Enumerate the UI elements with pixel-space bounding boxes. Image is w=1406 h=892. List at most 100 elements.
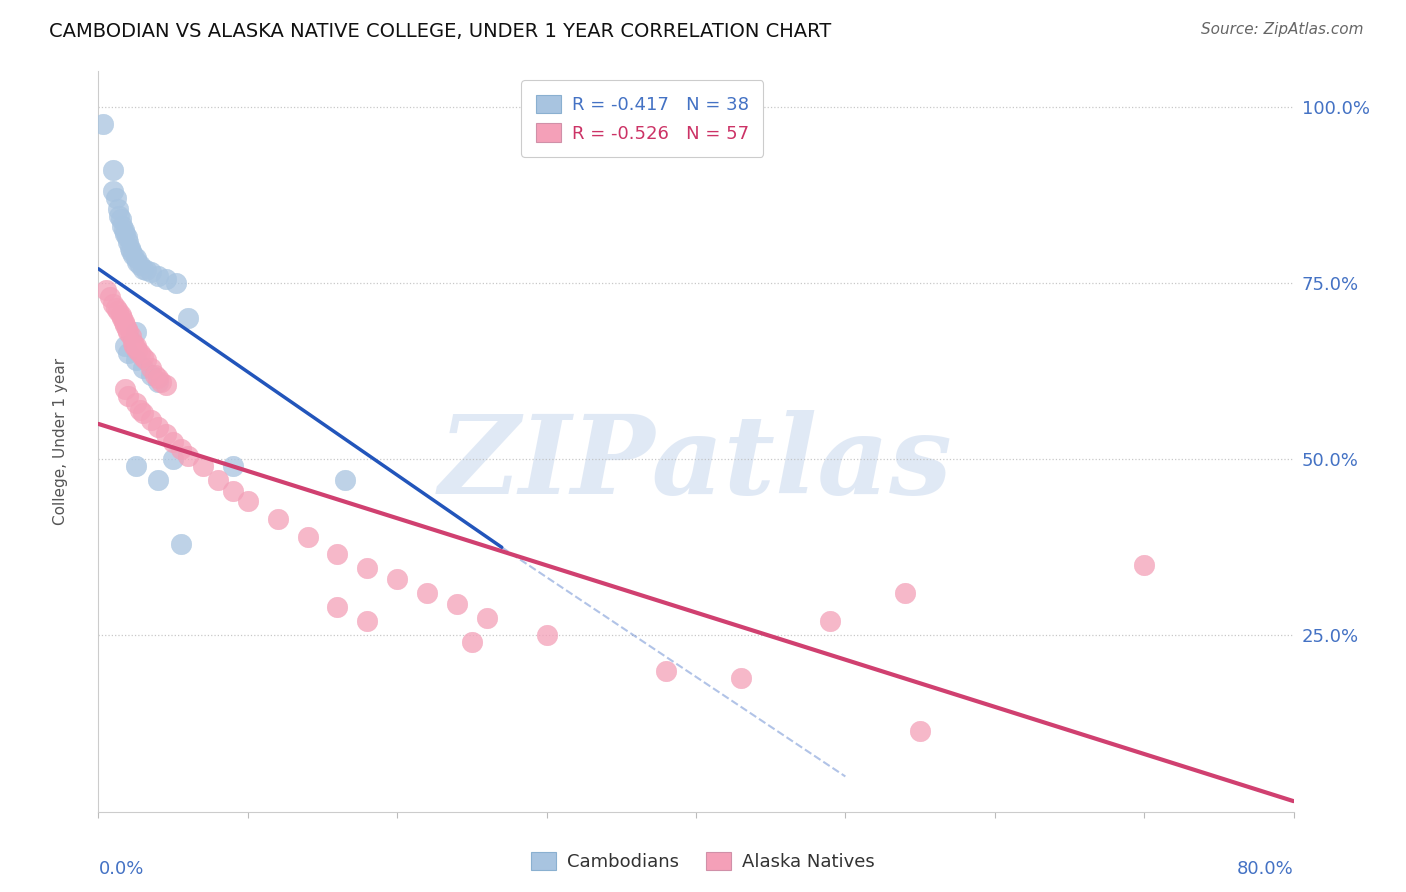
Point [894,586,917,600]
Point [162,452,184,467]
Point [114,339,136,353]
Point [114,318,136,333]
Point [139,413,162,427]
Point [908,723,931,738]
Text: 0.0%: 0.0% [98,860,143,878]
Text: CAMBODIAN VS ALASKA NATIVE COLLEGE, UNDER 1 YEAR CORRELATION CHART: CAMBODIAN VS ALASKA NATIVE COLLEGE, UNDE… [49,22,831,41]
Point [135,353,157,368]
Point [222,483,245,498]
Point [139,265,162,279]
Point [117,389,139,403]
Point [177,449,200,463]
Point [148,420,170,434]
Point [139,360,162,375]
Point [267,512,290,526]
Point [155,272,177,286]
Point [112,315,135,329]
Point [148,375,170,389]
Point [115,322,138,336]
Legend: R = -0.417   N = 38, R = -0.526   N = 57: R = -0.417 N = 38, R = -0.526 N = 57 [522,80,763,157]
Point [129,346,152,360]
Point [165,276,187,290]
Point [125,325,148,339]
Point [132,406,155,420]
Point [326,600,349,615]
Point [177,311,200,326]
Point [117,325,139,339]
Point [129,402,152,417]
Point [150,375,173,389]
Point [105,301,128,315]
Point [127,254,149,268]
Point [117,235,139,249]
Point [207,473,229,487]
Point [120,328,142,343]
Point [446,597,468,611]
Point [148,473,170,487]
Point [148,371,170,385]
Point [111,219,134,234]
Text: Source: ZipAtlas.com: Source: ZipAtlas.com [1201,22,1364,37]
Point [125,459,148,474]
Point [124,339,146,353]
Text: 80.0%: 80.0% [1237,860,1294,878]
Point [236,494,259,508]
Point [103,297,125,311]
Point [820,615,842,629]
Point [94,283,117,297]
Point [461,635,484,649]
Point [127,343,149,357]
Point [114,227,136,241]
Point [125,251,148,265]
Text: ZIPatlas: ZIPatlas [439,410,953,517]
Point [297,530,319,544]
Point [385,572,409,586]
Point [129,258,152,272]
Point [112,223,135,237]
Point [107,202,129,216]
Point [162,434,184,449]
Point [120,244,142,259]
Point [125,339,148,353]
Point [103,184,125,198]
Point [111,311,134,326]
Point [115,230,138,244]
Point [132,261,155,276]
Point [155,378,177,392]
Point [107,304,129,318]
Point [91,117,114,131]
Point [356,561,378,575]
Text: College, Under 1 year: College, Under 1 year [52,358,67,525]
Point [105,191,128,205]
Point [98,290,122,304]
Point [333,473,356,487]
Point [475,611,498,625]
Point [110,212,132,227]
Point [114,382,136,396]
Point [191,459,214,474]
Point [155,427,177,442]
Point [536,628,558,642]
Point [110,308,132,322]
Point [118,241,141,255]
Point [121,335,143,350]
Point [108,209,131,223]
Point [356,615,378,629]
Point [169,442,191,456]
Point [103,163,125,178]
Point [730,671,752,685]
Point [148,268,170,283]
Point [132,350,155,364]
Point [222,459,245,474]
Point [121,248,143,262]
Point [326,547,349,561]
Point [132,360,155,375]
Point [416,586,439,600]
Point [139,368,162,382]
Legend: Cambodians, Alaska Natives: Cambodians, Alaska Natives [524,845,882,879]
Point [117,346,139,360]
Point [1133,558,1156,572]
Point [125,396,148,410]
Point [125,353,148,368]
Point [655,664,678,678]
